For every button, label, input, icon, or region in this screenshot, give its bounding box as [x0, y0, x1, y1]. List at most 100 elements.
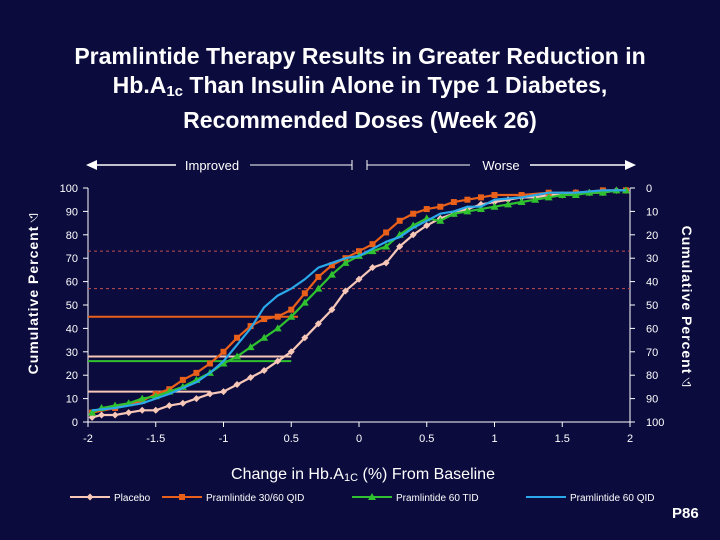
- data-point-diamond: [301, 334, 309, 342]
- data-point-square: [220, 348, 227, 355]
- data-point-triangle: [382, 242, 391, 250]
- data-point-diamond: [233, 381, 241, 389]
- x-tick-label: -1: [219, 433, 229, 445]
- legend-label: Pramlintide 30/60 QID: [206, 493, 304, 504]
- series-placebo: [88, 186, 630, 421]
- data-point-square: [464, 196, 471, 203]
- data-point-diamond: [423, 221, 431, 229]
- series-pramlintide-60-qid: [91, 189, 626, 412]
- data-point-diamond: [179, 399, 187, 407]
- x-tick-label: 1.5: [555, 433, 570, 445]
- data-point-diamond: [355, 275, 363, 283]
- x-tick-label: 0: [356, 433, 362, 445]
- data-point-diamond: [192, 395, 200, 403]
- y-right-tick-label: 20: [646, 230, 658, 242]
- data-point-triangle: [476, 205, 485, 213]
- worse-arrow-head: [625, 160, 636, 170]
- data-point-triangle: [314, 284, 323, 292]
- data-point-triangle: [463, 207, 472, 215]
- x-tick-label: 0.5: [419, 433, 434, 445]
- reference-lines: [88, 250, 630, 393]
- data-point-square: [423, 206, 430, 213]
- chart-title: Pramlintide Therapy Results in Greater R…: [0, 42, 720, 135]
- data-point-square: [234, 334, 241, 341]
- data-point-square: [179, 494, 185, 500]
- data-point-diamond: [382, 259, 390, 267]
- improved-arrow-head: [86, 160, 97, 170]
- y-left-tick-label: 40: [66, 323, 78, 335]
- data-point-square: [450, 199, 457, 206]
- y-left-tick-label: 0: [72, 417, 78, 429]
- data-point-diamond: [274, 357, 282, 365]
- data-point-square: [179, 376, 186, 383]
- data-point-diamond: [98, 411, 106, 419]
- y-axis-right-title-group: Cumulative Percent ଏ: [679, 226, 695, 387]
- data-point-triangle: [327, 270, 336, 278]
- x-axis-title: Change in Hb.A1C (%) From Baseline: [231, 466, 495, 484]
- data-point-triangle: [504, 200, 513, 208]
- data-point-triangle: [544, 193, 553, 201]
- data-point-diamond: [165, 402, 173, 410]
- data-point-square: [288, 306, 295, 313]
- legend-label: Pramlintide 60 TID: [396, 493, 479, 504]
- improved-label: Improved: [185, 158, 239, 173]
- slide-id: P86: [672, 505, 699, 522]
- y-left-tick-label: 30: [66, 347, 78, 359]
- data-point-square: [274, 313, 281, 320]
- y-right-tick-label: 60: [646, 323, 658, 335]
- data-point-diamond: [287, 348, 295, 356]
- legend-label: Pramlintide 60 QID: [570, 493, 654, 504]
- y-left-tick-label: 10: [66, 394, 78, 406]
- title-line-3: Recommended Doses (Week 26): [183, 107, 537, 133]
- title-line-2: Hb.A1c Than Insulin Alone in Type 1 Diab…: [0, 71, 720, 106]
- data-point-triangle: [368, 493, 376, 500]
- data-point-diamond: [409, 231, 417, 239]
- data-point-square: [396, 217, 403, 224]
- data-point-triangle: [368, 247, 377, 255]
- title-line-2-sub: 1c: [166, 83, 184, 100]
- data-point-triangle: [300, 298, 309, 306]
- legend: Placebo Pramlintide 30/60 QID Pramlintide …: [70, 493, 654, 504]
- series-pramlintide-30-60-qid: [89, 187, 629, 416]
- series-line: [91, 189, 626, 414]
- data-point-triangle: [88, 408, 97, 416]
- data-point-square: [383, 229, 390, 236]
- data-point-triangle: [531, 195, 540, 203]
- y-right-tick-label: 80: [646, 370, 658, 382]
- data-point-triangle: [246, 343, 255, 351]
- data-point-square: [369, 241, 376, 248]
- y-left-tick-label: 60: [66, 277, 78, 289]
- y-axis-right-icon: ଏ: [679, 377, 695, 387]
- data-point-square: [518, 192, 525, 199]
- data-point-diamond: [369, 264, 377, 272]
- data-point-diamond: [138, 406, 146, 414]
- y-right-tick-label: 100: [646, 417, 664, 429]
- title-line-2-a: Hb.A: [112, 72, 167, 98]
- y-axis-left-title-group: Cumulative Percent ଏ: [25, 213, 41, 374]
- data-point-triangle: [490, 202, 499, 210]
- data-point-triangle: [287, 312, 296, 320]
- data-point-triangle: [138, 394, 147, 402]
- data-point-triangle: [341, 258, 350, 266]
- data-point-diamond: [86, 493, 94, 501]
- title-line-2-b: Than Insulin Alone in Type 1 Diabetes,: [183, 72, 608, 98]
- y-left-tick-label: 20: [66, 370, 78, 382]
- y-right-tick-label: 90: [646, 394, 658, 406]
- data-point-triangle: [260, 333, 269, 341]
- series-line: [91, 189, 626, 414]
- series-pramlintide-60-tid: [88, 186, 630, 416]
- data-point-triangle: [233, 352, 242, 360]
- data-point-triangle: [571, 191, 580, 199]
- data-point-diamond: [220, 388, 227, 396]
- data-point-square: [261, 316, 268, 323]
- data-point-triangle: [558, 191, 567, 199]
- y-right-tick-label: 30: [646, 253, 658, 265]
- data-point-diamond: [314, 320, 322, 328]
- data-point-diamond: [396, 243, 404, 250]
- data-point-square: [247, 323, 254, 330]
- x-tick-label: 0.5: [284, 433, 299, 445]
- data-point-square: [437, 203, 444, 210]
- y-axis-left-title: Cumulative Percent: [25, 226, 41, 375]
- data-point-square: [491, 192, 498, 199]
